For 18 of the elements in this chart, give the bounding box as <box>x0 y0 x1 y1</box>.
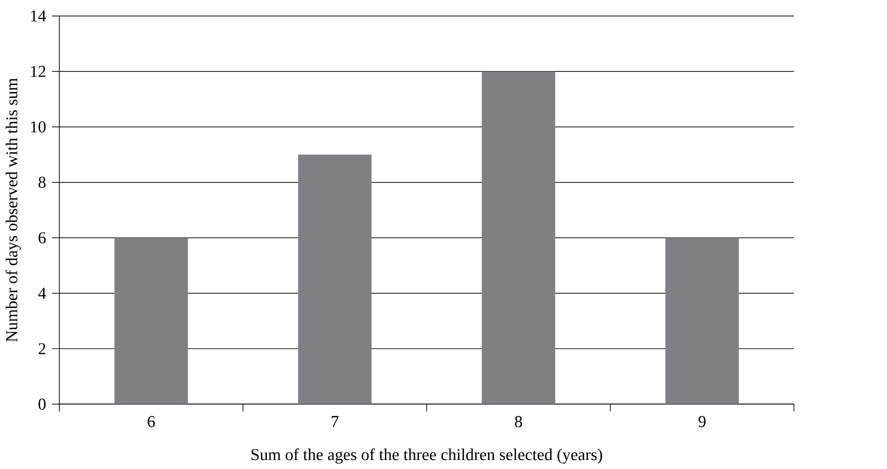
y-axis-title: Number of days observed with this sum <box>6 78 21 342</box>
x-tick-label: 8 <box>514 416 522 428</box>
y-tick-label: 8 <box>38 176 46 188</box>
y-tick-label: 0 <box>38 398 46 410</box>
x-tick-label: 6 <box>148 416 155 428</box>
y-tick-label: 10 <box>31 121 46 132</box>
y-tick-label: 4 <box>38 288 46 299</box>
y-tick-label: 6 <box>38 232 46 244</box>
x-axis-title: Sum of the ages of the three children selected (years) <box>252 448 602 464</box>
bar <box>665 238 739 404</box>
bar <box>298 154 372 404</box>
y-tick-label: 2 <box>38 343 46 354</box>
y-tick-label: 14 <box>31 10 46 22</box>
x-tick-label: 7 <box>332 416 339 427</box>
x-tick-label: 9 <box>698 416 706 428</box>
bar <box>482 71 556 404</box>
y-tick-label: 12 <box>31 66 46 77</box>
bar <box>114 238 188 404</box>
